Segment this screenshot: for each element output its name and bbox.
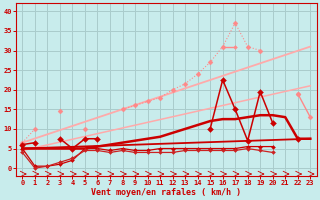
X-axis label: Vent moyen/en rafales ( km/h ): Vent moyen/en rafales ( km/h ) [91, 188, 241, 197]
